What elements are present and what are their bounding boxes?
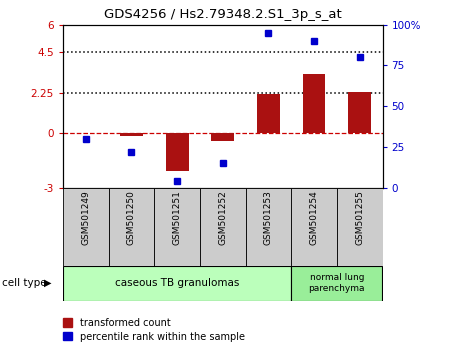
Title: GDS4256 / Hs2.79348.2.S1_3p_s_at: GDS4256 / Hs2.79348.2.S1_3p_s_at: [104, 8, 342, 21]
Text: ▶: ▶: [44, 278, 51, 288]
Bar: [348, 92, 371, 133]
Text: caseous TB granulomas: caseous TB granulomas: [115, 278, 239, 288]
Bar: [337, 188, 382, 266]
Bar: [120, 133, 143, 136]
Bar: [200, 188, 246, 266]
Bar: [212, 133, 234, 142]
Text: GSM501249: GSM501249: [81, 190, 90, 245]
Text: GSM501251: GSM501251: [173, 190, 182, 245]
Bar: [291, 188, 337, 266]
Text: GSM501253: GSM501253: [264, 190, 273, 245]
Legend: transformed count, percentile rank within the sample: transformed count, percentile rank withi…: [59, 314, 249, 346]
Bar: [63, 188, 108, 266]
Text: cell type: cell type: [2, 278, 47, 288]
Bar: [291, 266, 382, 301]
Bar: [246, 188, 291, 266]
Bar: [63, 266, 291, 301]
Bar: [166, 133, 189, 171]
Bar: [108, 188, 154, 266]
Text: GSM501255: GSM501255: [355, 190, 364, 245]
Bar: [154, 188, 200, 266]
Text: GSM501254: GSM501254: [310, 190, 319, 245]
Bar: [257, 93, 280, 133]
Bar: [302, 74, 325, 133]
Text: GSM501252: GSM501252: [218, 190, 227, 245]
Text: GSM501250: GSM501250: [127, 190, 136, 245]
Text: normal lung
parenchyma: normal lung parenchyma: [309, 274, 365, 293]
